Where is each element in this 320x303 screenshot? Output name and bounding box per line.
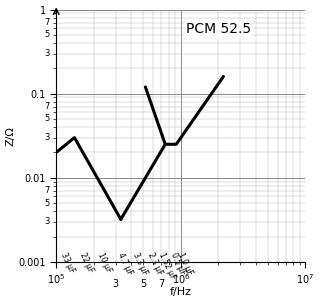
Text: 10 μF: 10 μF [96, 251, 114, 274]
Text: 4.7 μF: 4.7 μF [116, 251, 134, 276]
Text: PCM 52.5: PCM 52.5 [186, 22, 251, 36]
Text: 3: 3 [44, 133, 49, 142]
Text: 7: 7 [44, 102, 49, 111]
Text: 5: 5 [44, 115, 49, 123]
Text: 7: 7 [44, 18, 49, 27]
Text: 2.3 μF: 2.3 μF [147, 251, 164, 276]
Text: 22 μF: 22 μF [78, 251, 95, 274]
Text: 1.0 μF: 1.0 μF [176, 251, 195, 276]
Text: 3: 3 [44, 217, 49, 226]
X-axis label: f/Hz: f/Hz [170, 288, 192, 298]
Y-axis label: Z/Ω: Z/Ω [5, 126, 16, 146]
Text: 7: 7 [158, 279, 164, 289]
Text: 0.5 μF: 0.5 μF [169, 251, 187, 276]
Text: 3.3 μF: 3.3 μF [131, 251, 149, 276]
Text: 5: 5 [44, 198, 49, 208]
Text: 3: 3 [113, 279, 119, 289]
Text: 1.52 μF: 1.52 μF [157, 251, 178, 280]
Text: 33 μF: 33 μF [59, 251, 76, 274]
Text: 5: 5 [140, 279, 147, 289]
Text: 7: 7 [44, 186, 49, 195]
Text: 3: 3 [44, 49, 49, 58]
Text: 5: 5 [44, 30, 49, 39]
